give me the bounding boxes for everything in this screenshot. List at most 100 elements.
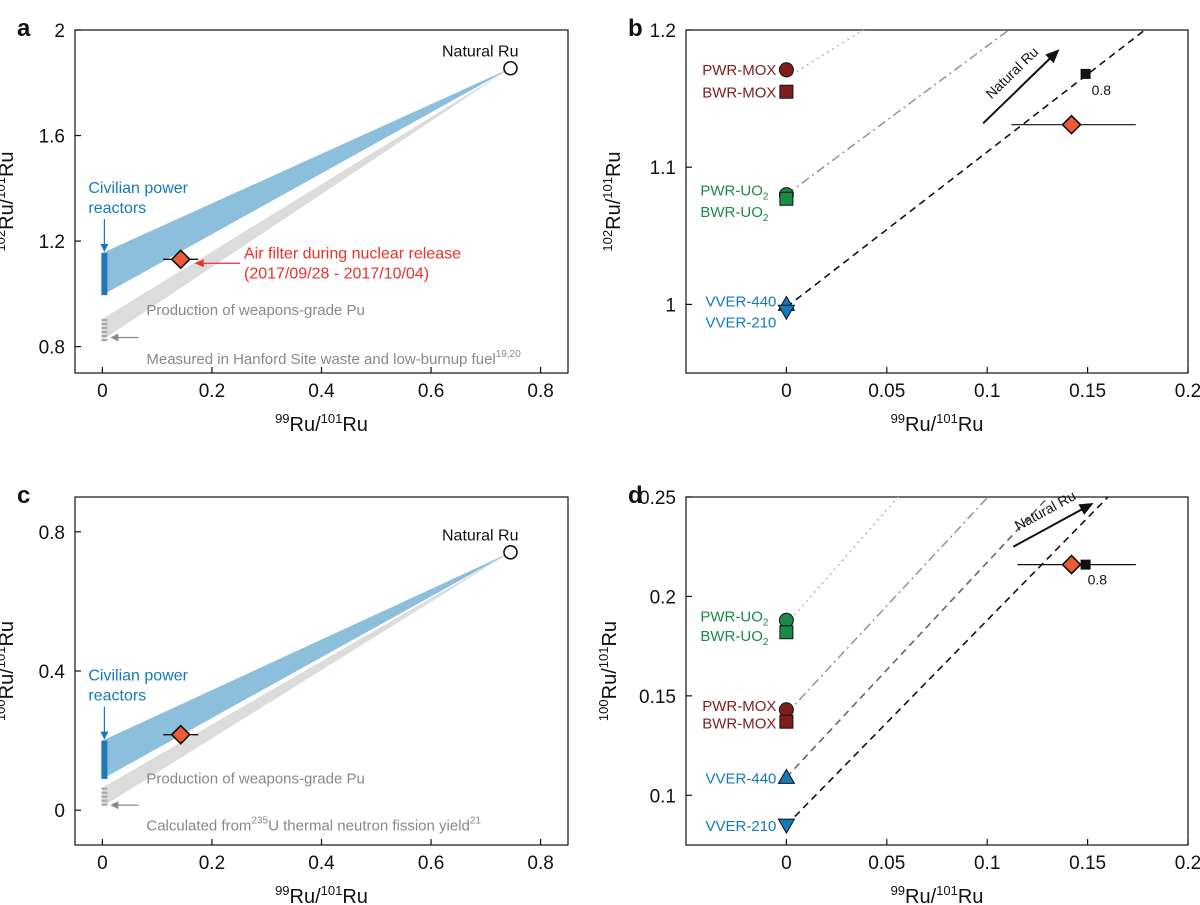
x-axis-label: 99Ru/101Ru <box>891 883 984 905</box>
natural-ru-arrow-label: Natural Ru <box>1012 487 1078 533</box>
reactor-marker-pwr-uo2 <box>778 612 794 628</box>
x-tick-label: 0.15 <box>1069 381 1106 402</box>
panel-c: 0 0.2 0.4 0.6 0.8 0 0.4 0.8 c <box>17 482 569 874</box>
y-tick-label: 0.15 <box>639 687 676 708</box>
civilian-band <box>102 68 511 296</box>
mixing-line <box>785 497 1110 826</box>
reactor-label: BWR-UO2 <box>700 628 769 648</box>
reactor-label: VVER-440 <box>706 770 777 787</box>
y-tick-label: 0.2 <box>650 587 676 608</box>
panel-a: 0 0.2 0.4 0.6 0.8 0.8 1.2 1.6 2 a <box>17 15 569 402</box>
y-axis-label: 102Ru/101Ru <box>0 151 18 251</box>
panel-letter: d <box>628 482 643 509</box>
reactor-label: PWR-UO2 <box>700 608 769 628</box>
reactor-marker-vver-210 <box>777 818 796 835</box>
y-axis-label: 100Ru/101Ru <box>0 621 18 721</box>
air-filter-arrowhead <box>194 259 204 268</box>
weapons-band <box>102 552 511 807</box>
civilian-range-bar <box>101 252 108 296</box>
weapons-ref: 21 <box>470 816 482 827</box>
x-tick-label: 0.2 <box>199 853 225 874</box>
panel-letter: c <box>17 482 30 509</box>
y-tick-label: 1.2 <box>39 232 65 253</box>
mixing-line <box>785 30 1011 196</box>
x-tick-label: 0.2 <box>1175 853 1200 874</box>
plot-frame <box>685 29 1189 374</box>
x-tick-label: 0.1 <box>974 381 1000 402</box>
weapons-range-bar <box>101 338 108 342</box>
natural-ru-arrowhead <box>1078 502 1094 515</box>
reactor-marker-bwr-mox <box>779 84 794 99</box>
y-tick-label: 0.8 <box>39 523 65 544</box>
y-tick-label: 1 <box>665 295 676 316</box>
weapons-label-2b: U thermal neutron fission yield <box>268 818 470 835</box>
civilian-range-bar <box>101 740 108 779</box>
weapons-range-bar <box>101 787 108 790</box>
ratio-0.8-label: 0.8 <box>1092 82 1112 98</box>
weapons-range-bar <box>101 318 108 322</box>
mixing-line <box>785 497 990 715</box>
weapons-range-bar <box>101 791 108 794</box>
natural-ru-point <box>503 545 518 560</box>
civilian-label-line2: reactors <box>88 200 146 217</box>
x-tick-label: 0.05 <box>868 853 905 874</box>
panel-b: 0 0.05 0.1 0.15 0.2 1 1.1 1.2 b <box>628 15 1200 402</box>
natural-ru-arrow-label: Natural Ru <box>982 44 1041 102</box>
mixing-line <box>785 30 1147 308</box>
y-tick-label: 0 <box>54 801 65 822</box>
reactor-marker-bwr-mox <box>779 714 794 729</box>
reactor-label: VVER-210 <box>706 818 777 835</box>
air-filter-dates: (2017/09/28 - 2017/10/04) <box>244 265 429 282</box>
x-tick-label: 0 <box>97 381 108 402</box>
civilian-band <box>102 552 511 779</box>
natural-ru-arrow <box>982 54 1055 125</box>
reactor-label: BWR-MOX <box>702 716 776 733</box>
weapons-label-2: Measured in Hanford Site waste and low-b… <box>146 349 521 368</box>
x-axis-label: 99Ru/101Ru <box>275 883 368 905</box>
natural-ru-arrowhead <box>1045 49 1060 64</box>
x-tick-label: 0 <box>97 853 108 874</box>
x-tick-label: 0.15 <box>1069 853 1106 874</box>
x-tick-label: 0.1 <box>974 853 1000 874</box>
plot-frame <box>685 496 1189 846</box>
reactor-marker-vver-210 <box>777 304 796 321</box>
x-tick-label: 0.4 <box>308 381 335 402</box>
air-filter-point <box>170 249 191 270</box>
y-tick-label: 0.4 <box>39 662 66 683</box>
civilian-arrowhead <box>100 731 109 740</box>
x-axis-label: 99Ru/101Ru <box>275 411 368 436</box>
weapons-range-bar <box>101 795 108 798</box>
reactor-label: VVER-210 <box>706 314 777 331</box>
y-tick-label: 1.2 <box>650 21 676 42</box>
civilian-label-line2: reactors <box>88 688 146 705</box>
y-axis-label: 100Ru/101Ru <box>596 621 621 721</box>
air-filter-point <box>1061 554 1082 575</box>
weapons-label-1: Production of weapons-grade Pu <box>146 302 364 319</box>
reactor-label: BWR-UO2 <box>700 204 769 224</box>
weapons-range-bar <box>101 799 108 802</box>
weapons-label-2: Calculated from235U thermal neutron fiss… <box>146 816 481 835</box>
x-tick-label: 0 <box>781 381 792 402</box>
mixing-line <box>785 497 1050 778</box>
weapons-ref: 19,20 <box>496 349 521 360</box>
reactor-label: BWR-MOX <box>702 85 776 102</box>
panel-letter: a <box>17 15 31 42</box>
ratio-0.8-point <box>1080 559 1091 570</box>
mixing-line <box>785 497 900 625</box>
civilian-arrowhead <box>100 243 109 252</box>
panel-letter: b <box>628 15 643 42</box>
reactor-label: PWR-MOX <box>702 698 776 715</box>
x-tick-label: 0.6 <box>418 381 444 402</box>
y-tick-label: 0.8 <box>39 338 65 359</box>
civilian-label-line1: Civilian power <box>88 180 188 197</box>
y-tick-label: 0.25 <box>639 488 676 509</box>
mixing-line <box>785 30 865 79</box>
x-tick-label: 0.6 <box>418 853 444 874</box>
air-filter-point <box>1061 114 1082 135</box>
air-filter-point <box>170 724 191 745</box>
x-tick-label: 0 <box>781 853 792 874</box>
ratio-0.8-label: 0.8 <box>1088 572 1108 588</box>
civilian-label-line1: Civilian power <box>88 668 188 685</box>
natural-ru-label: Natural Ru <box>442 43 518 60</box>
